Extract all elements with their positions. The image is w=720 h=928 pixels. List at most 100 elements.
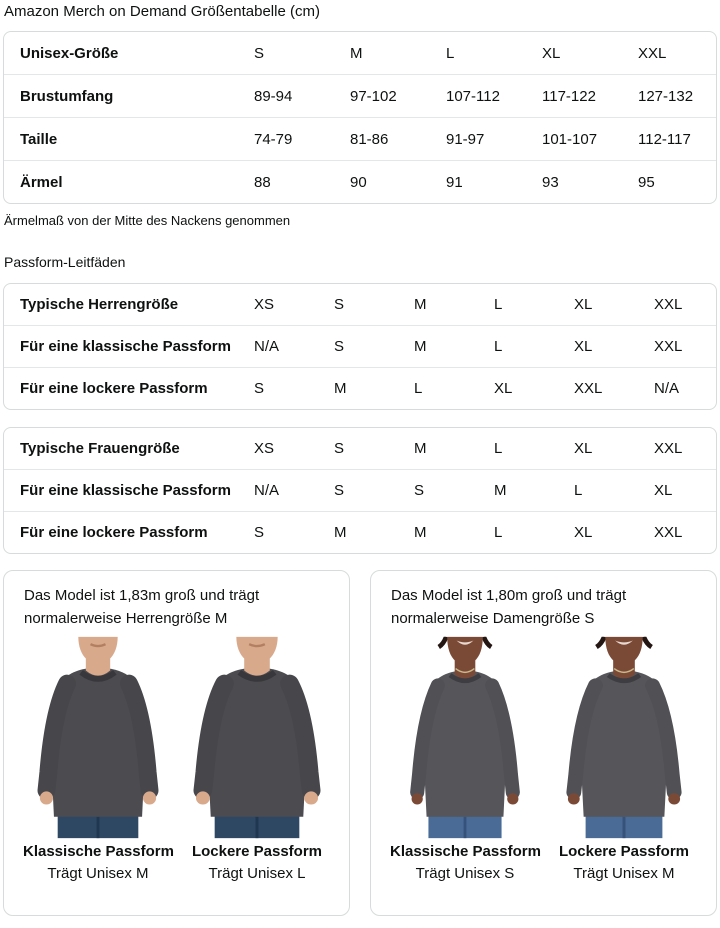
- fit-cell: N/A: [654, 380, 680, 397]
- fit-cell: L: [494, 524, 503, 541]
- model-figure-classic: Klassische Passform Trägt Unisex M: [23, 635, 174, 882]
- fit-cell: M: [334, 380, 347, 397]
- size-col-header: XL: [542, 44, 561, 62]
- model-card-heading: Das Model ist 1,83m groß und trägt norma…: [24, 587, 260, 628]
- model-figure-loose: Lockere Passform Trägt Unisex M: [549, 635, 699, 882]
- fit-caption: Klassische Passform: [23, 842, 174, 860]
- model-card-heading: Das Model ist 1,80m groß und trägt norma…: [391, 587, 627, 628]
- fit-cell: L: [494, 440, 503, 457]
- row-label: Für eine klassische Passform: [20, 338, 231, 355]
- fit-cell: S: [254, 524, 265, 541]
- size-col-header: S: [254, 44, 265, 62]
- table-row: Für eine klassische Passform N/A S M L X…: [4, 325, 716, 367]
- fit-cell: XL: [574, 440, 593, 457]
- fit-cell: M: [414, 524, 427, 541]
- fit-cell: XL: [574, 524, 593, 541]
- measurement-cell: 107-112: [446, 87, 500, 105]
- unisex-size-table: Unisex-Größe S M L XL XXL Brustumfang 89…: [3, 31, 717, 204]
- measurement-cell: 91: [446, 173, 463, 191]
- row-label: Für eine lockere Passform: [20, 524, 208, 541]
- fit-cell: M: [494, 482, 507, 499]
- size-caption: Trägt Unisex S: [415, 864, 515, 882]
- fit-cell: S: [254, 380, 265, 397]
- male-model-classic-photo: [23, 635, 173, 840]
- fit-cell: XXL: [654, 338, 683, 355]
- model-figure-loose: Lockere Passform Trägt Unisex L: [182, 635, 332, 882]
- size-col-header: XXL: [638, 44, 667, 62]
- row-label: Ärmel: [20, 173, 63, 191]
- fit-cell: S: [334, 296, 345, 313]
- measurement-cell: 74-79: [254, 130, 293, 148]
- measurement-cell: 95: [638, 173, 655, 191]
- size-caption: Trägt Unisex M: [573, 864, 675, 882]
- size-col-header: M: [350, 44, 363, 62]
- fit-cell: XL: [574, 338, 593, 355]
- fit-cell: N/A: [254, 482, 280, 499]
- fit-cell: S: [334, 482, 345, 499]
- fit-caption: Lockere Passform: [558, 842, 690, 860]
- measurement-cell: 91-97: [446, 130, 485, 148]
- female-model-loose-photo: [545, 635, 703, 840]
- fit-cell: XS: [254, 296, 275, 313]
- measurement-cell: 88: [254, 173, 271, 191]
- size-col-header: L: [446, 44, 455, 62]
- fit-cell: L: [574, 482, 583, 499]
- fit-cell: S: [334, 440, 345, 457]
- table-row: Brustumfang 89-94 97-102 107-112 117-122…: [4, 74, 716, 117]
- fit-cell: M: [334, 524, 347, 541]
- fit-cell: XL: [494, 380, 513, 397]
- size-caption: Trägt Unisex L: [208, 864, 306, 882]
- measurement-cell: 127-132: [638, 87, 694, 105]
- size-chart-page: Amazon Merch on Demand Größentabelle (cm…: [0, 3, 720, 916]
- size-caption: Trägt Unisex M: [47, 864, 149, 882]
- table-row: Für eine lockere Passform S M L XL XXL N…: [4, 367, 716, 409]
- mens-fit-table: Typische Herrengröße XS S M L XL XXL Für…: [3, 283, 717, 410]
- table-row: Für eine lockere Passform S M M L XL XXL: [4, 511, 716, 553]
- fit-cell: N/A: [254, 338, 280, 355]
- fit-cell: XXL: [574, 380, 603, 397]
- row-label: Für eine klassische Passform: [20, 482, 231, 499]
- fit-cell: XXL: [654, 296, 683, 313]
- row-label: Typische Herrengröße: [20, 296, 179, 313]
- model-photos: Klassische Passform Trägt Unisex M Locke…: [22, 635, 333, 882]
- fit-cell: L: [494, 338, 503, 355]
- fit-caption: Lockere Passform: [191, 842, 323, 860]
- row-label: Für eine lockere Passform: [20, 380, 208, 397]
- fit-cell: S: [334, 338, 345, 355]
- table-row: Typische Frauengröße XS S M L XL XXL: [4, 428, 716, 469]
- measurement-cell: 117-122: [542, 87, 596, 105]
- measurement-cell: 90: [350, 173, 367, 191]
- table-header-row: Unisex-Größe S M L XL XXL: [4, 32, 716, 74]
- womens-model-card: Das Model ist 1,80m groß und trägt norma…: [370, 570, 717, 916]
- fit-cell: S: [414, 482, 425, 499]
- table-row: Ärmel 88 90 91 93 95: [4, 160, 716, 203]
- measurement-cell: 101-107: [542, 130, 598, 148]
- measurement-cell: 97-102: [350, 87, 397, 105]
- mens-model-card: Das Model ist 1,83m groß und trägt norma…: [3, 570, 350, 916]
- sleeve-measure-note: Ärmelmaß von der Mitte des Nackens genom…: [4, 213, 291, 228]
- fit-caption: Klassische Passform: [390, 842, 541, 860]
- row-label: Taille: [20, 130, 58, 148]
- row-label: Typische Frauengröße: [20, 440, 180, 457]
- model-figure-classic: Klassische Passform Trägt Unisex S: [390, 635, 541, 882]
- fit-guides-title: Passform-Leitfäden: [4, 254, 126, 270]
- fit-cell: L: [494, 296, 503, 313]
- table-row: Typische Herrengröße XS S M L XL XXL: [4, 284, 716, 325]
- model-cards-row: Das Model ist 1,83m groß und trägt norma…: [3, 570, 717, 916]
- table-row: Für eine klassische Passform N/A S S M L…: [4, 469, 716, 511]
- fit-cell: XXL: [654, 524, 683, 541]
- male-model-loose-photo: [178, 635, 336, 840]
- fit-cell: XS: [254, 440, 275, 457]
- model-photos: Klassische Passform Trägt Unisex S Locke…: [389, 635, 700, 882]
- table-row: Taille 74-79 81-86 91-97 101-107 112-117: [4, 117, 716, 160]
- female-model-classic-photo: [390, 635, 540, 840]
- measurement-cell: 93: [542, 173, 559, 191]
- measurement-cell: 81-86: [350, 130, 389, 148]
- fit-cell: L: [414, 380, 423, 397]
- measurement-cell: 112-117: [638, 130, 691, 148]
- fit-cell: XL: [654, 482, 673, 499]
- womens-fit-table: Typische Frauengröße XS S M L XL XXL Für…: [3, 427, 717, 554]
- row-label: Unisex-Größe: [20, 44, 119, 62]
- fit-cell: XL: [574, 296, 593, 313]
- fit-cell: M: [414, 296, 427, 313]
